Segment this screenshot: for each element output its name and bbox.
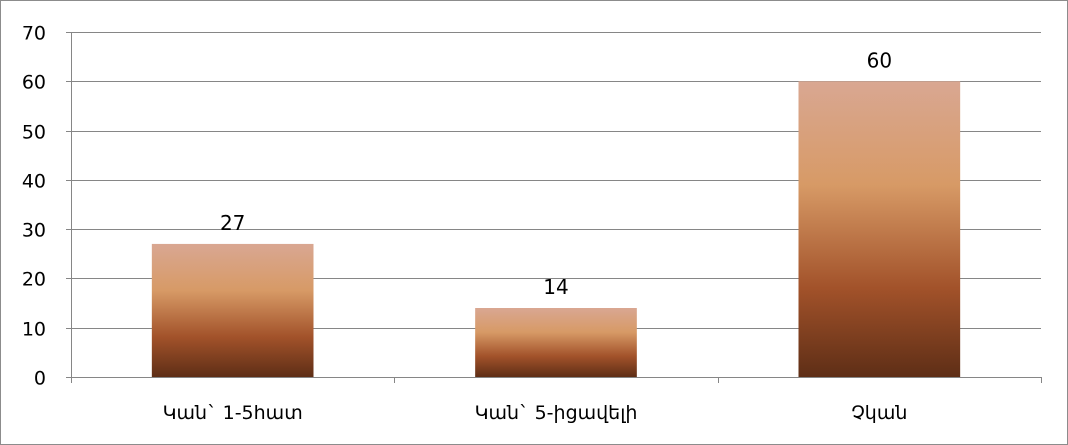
x-tick-label: Չկան	[851, 402, 907, 424]
bar	[151, 243, 314, 377]
y-tick-label: 50	[22, 122, 46, 144]
data-label: 60	[867, 48, 892, 72]
data-label: 27	[220, 211, 245, 235]
labels: 0 10 20 30 40 50 60 70 27 Կան` 1-5հատ 14 Կան` 5-իցա…	[22, 23, 908, 425]
y-tick-label: 20	[22, 269, 46, 291]
y-tick-label: 60	[22, 72, 46, 94]
y-tick-label: 0	[34, 368, 46, 390]
axes	[66, 32, 1042, 383]
data-label: 14	[543, 275, 568, 299]
bar	[475, 308, 637, 377]
y-tick-label: 40	[22, 171, 46, 193]
bar	[798, 81, 961, 378]
x-tick-label: Կան` 1-5հատ	[163, 402, 303, 424]
y-tick-label: 10	[22, 319, 46, 341]
bars	[151, 81, 961, 378]
y-tick-label: 30	[22, 220, 46, 242]
x-tick-label: Կան` 5-իցավելի	[475, 402, 638, 424]
y-tick-label: 70	[22, 23, 46, 45]
